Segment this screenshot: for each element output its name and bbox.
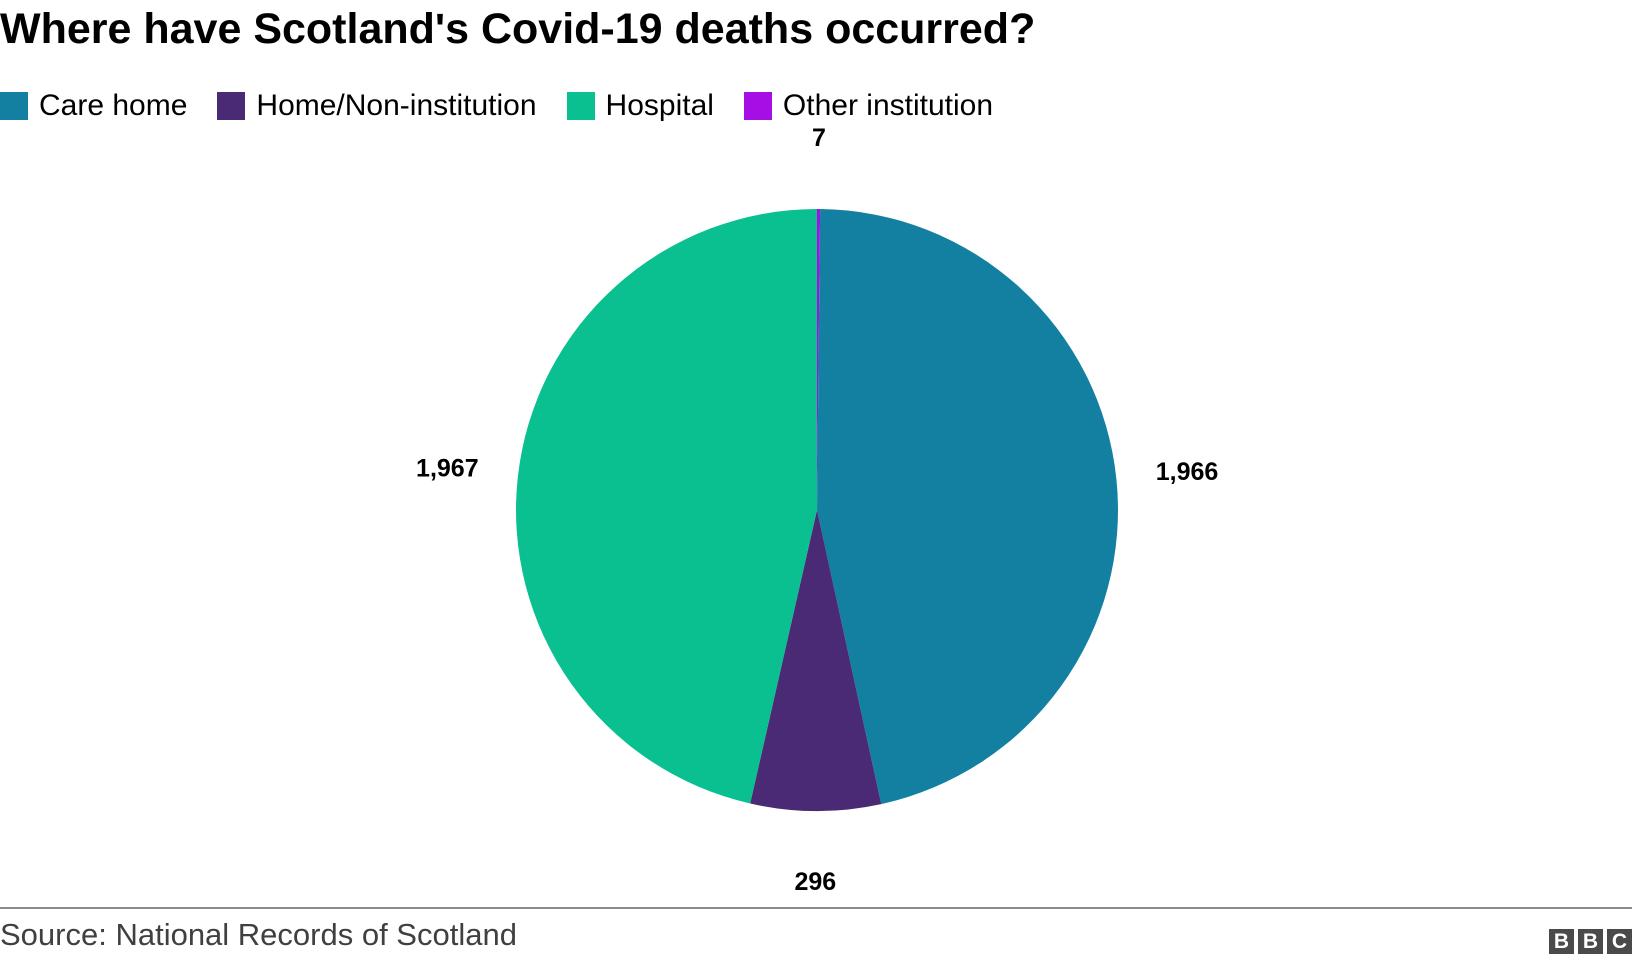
bbc-logo-letter: B: [1549, 929, 1574, 954]
legend-label-home-non-institution: Home/Non-institution: [256, 89, 537, 122]
legend-swatch-home-non-institution: [217, 92, 246, 120]
pie-slice-home-non-institution: [750, 510, 882, 812]
legend-label-hospital: Hospital: [605, 89, 714, 122]
legend-item-other-institution: Other institution: [743, 87, 994, 125]
legend-swatch-other-institution: [743, 92, 772, 120]
chart-legend: Care home Home/Non-institution Hospital …: [0, 87, 1023, 125]
chart-title: Where have Scotland's Covid-19 deaths oc…: [0, 5, 1036, 53]
pie-chart: 7 1,966 296 1,967: [416, 124, 1219, 896]
data-label-home-non-institution: 296: [794, 868, 836, 896]
legend-label-care-home: Care home: [39, 89, 188, 122]
pie-slice-care-home: [817, 209, 1119, 805]
footer-divider: [0, 907, 1632, 909]
legend-item-care-home: Care home: [0, 87, 187, 125]
legend-item-home-non-institution: Home/Non-institution: [217, 87, 537, 125]
bbc-logo: B B C: [1545, 929, 1632, 954]
bbc-logo-letter: B: [1578, 929, 1603, 954]
pie-slice-hospital: [516, 209, 817, 804]
data-label-hospital: 1,967: [416, 454, 479, 482]
legend-item-hospital: Hospital: [566, 87, 714, 125]
data-label-other-institution: 7: [812, 124, 826, 152]
bbc-logo-letter: C: [1607, 929, 1632, 954]
legend-swatch-hospital: [566, 92, 595, 120]
legend-label-other-institution: Other institution: [782, 89, 994, 122]
pie-slice-other-institution: [817, 209, 821, 510]
data-label-care-home: 1,966: [1156, 458, 1219, 486]
source-note: Source: National Records of Scotland: [0, 917, 517, 952]
legend-swatch-care-home: [0, 92, 28, 120]
